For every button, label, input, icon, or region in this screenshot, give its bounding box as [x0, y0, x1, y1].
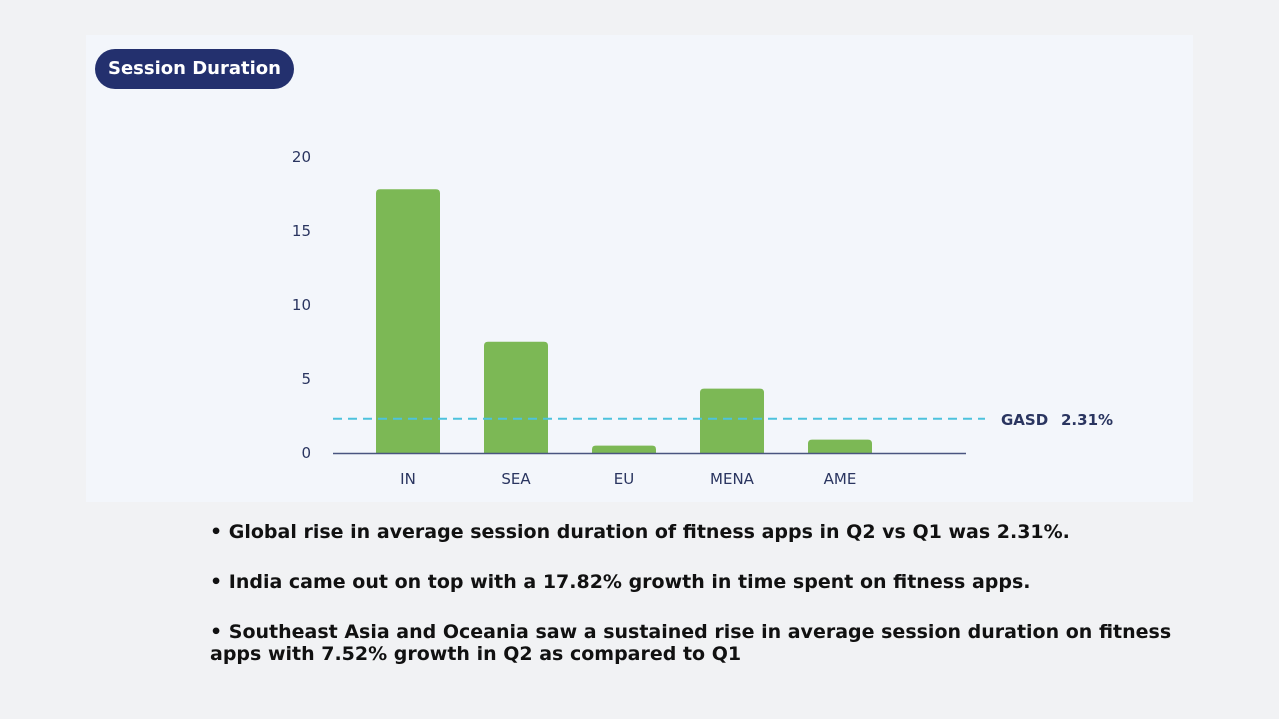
insight-sea: • Southeast Asia and Oceania saw a susta…: [210, 621, 1172, 665]
bar-mena: [700, 388, 764, 453]
x-tick-label-mena: MENA: [710, 470, 755, 488]
y-tick-label-0: 0: [301, 444, 311, 462]
gasd-value-label: 2.31%: [1061, 411, 1113, 429]
y-tick-label-15: 15: [292, 222, 311, 240]
bar-sea: [484, 341, 548, 453]
x-tick-label-in: IN: [400, 470, 416, 488]
insight-india: • India came out on top with a 17.82% gr…: [210, 571, 1031, 593]
gasd-label: GASD: [1001, 411, 1048, 429]
x-tick-label-ame: AME: [824, 470, 857, 488]
insights-list: • Global rise in average session duratio…: [210, 521, 1210, 693]
bar-in: [376, 189, 440, 453]
y-tick-label-10: 10: [292, 296, 311, 314]
insight-global: • Global rise in average session duratio…: [210, 521, 1070, 543]
x-tick-label-eu: EU: [614, 470, 634, 488]
x-tick-label-sea: SEA: [501, 470, 531, 488]
y-tick-label-5: 5: [301, 370, 311, 388]
y-tick-label-20: 20: [292, 148, 311, 166]
chart-title: Session Duration: [95, 49, 294, 89]
bar-eu: [592, 445, 656, 453]
bar-ame: [808, 439, 872, 453]
chart-panel: [86, 35, 1193, 502]
